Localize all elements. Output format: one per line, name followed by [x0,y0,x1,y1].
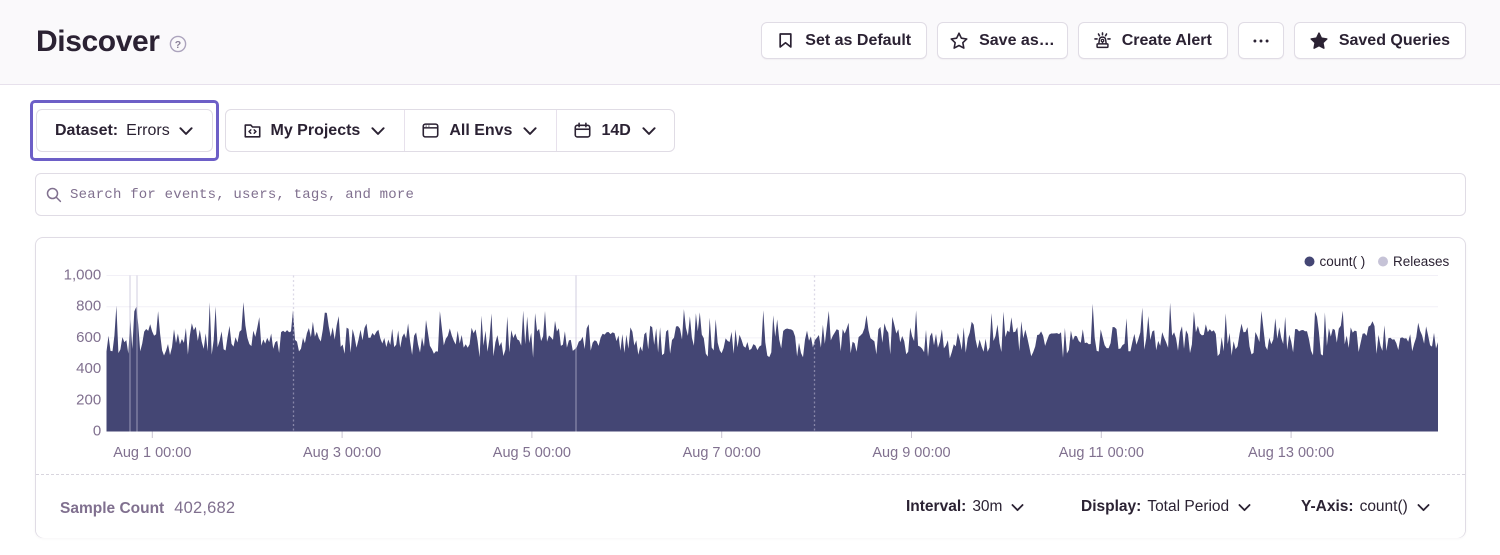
svg-text:Releases: Releases [1393,254,1450,269]
svg-text:200: 200 [76,391,101,408]
svg-text:800: 800 [76,298,101,315]
svg-text:0: 0 [93,423,101,440]
svg-text:Aug 11 00:00: Aug 11 00:00 [1059,445,1144,461]
svg-text:1,000: 1,000 [64,267,102,284]
svg-text:Aug 1 00:00: Aug 1 00:00 [113,445,191,461]
svg-text:400: 400 [76,360,101,377]
svg-text:Aug 13 00:00: Aug 13 00:00 [1248,445,1334,461]
svg-text:Aug 9 00:00: Aug 9 00:00 [872,445,950,461]
svg-text:Aug 7 00:00: Aug 7 00:00 [683,445,761,461]
svg-text:Aug 3 00:00: Aug 3 00:00 [303,445,381,461]
svg-text:?: ? [175,39,181,51]
svg-text:count( ): count( ) [1320,254,1366,269]
svg-text:Aug 5 00:00: Aug 5 00:00 [493,445,571,461]
svg-text:600: 600 [76,329,101,346]
